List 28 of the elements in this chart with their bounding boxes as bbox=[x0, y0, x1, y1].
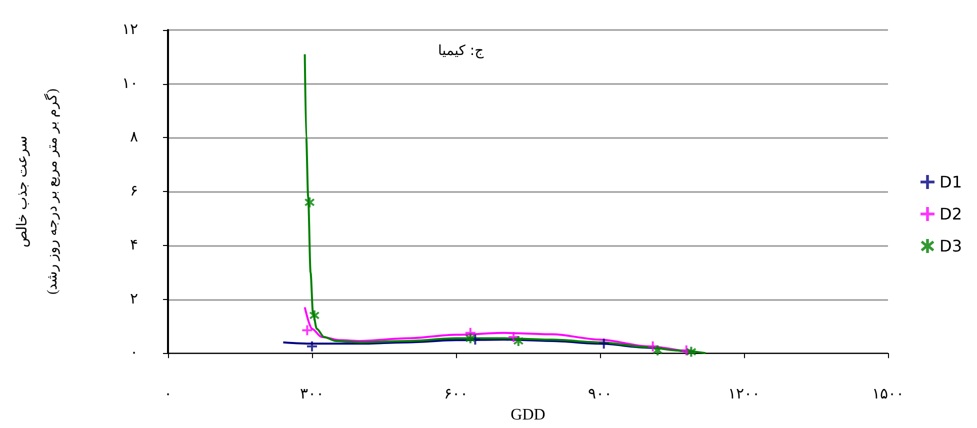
point bbox=[598, 338, 609, 349]
point bbox=[304, 197, 315, 208]
legend-label: D1 bbox=[940, 172, 962, 192]
annotation: ج: کیمیا bbox=[438, 43, 485, 59]
y-tick-label: ۸ bbox=[130, 130, 138, 146]
x-tick-label: ۳۰۰ bbox=[300, 386, 324, 403]
y-tick-label: ۱۲ bbox=[122, 22, 138, 38]
point bbox=[302, 325, 312, 336]
y-tick-label: ۱۰ bbox=[122, 76, 138, 92]
y-tick-label: ۴ bbox=[130, 237, 138, 254]
y-axis-title: سرعت جذب خالص (گرم بر متر مربع بر درجه روز رشد) bbox=[16, 88, 60, 294]
point bbox=[513, 336, 524, 346]
point bbox=[686, 346, 696, 357]
y-tick-label: ۲ bbox=[130, 291, 138, 308]
legend-label: D3 bbox=[940, 236, 962, 256]
x-tick-label: ۰ bbox=[164, 386, 172, 403]
point bbox=[465, 333, 476, 344]
point bbox=[652, 345, 663, 356]
x-axis-title: GDD bbox=[510, 406, 546, 424]
x-tick-label: ۱۵۰۰ bbox=[872, 386, 904, 403]
x-tick-label: ۱۲۰۰ bbox=[728, 386, 760, 403]
point bbox=[307, 341, 317, 352]
y-tick-label: ۰ bbox=[130, 345, 138, 362]
x-tick-label: ۶۰۰ bbox=[444, 386, 468, 403]
legend-label: D2 bbox=[940, 204, 962, 224]
y-tick-label: ۶ bbox=[130, 184, 138, 200]
point bbox=[309, 310, 320, 320]
x-tick-label: ۹۰۰ bbox=[588, 386, 612, 403]
